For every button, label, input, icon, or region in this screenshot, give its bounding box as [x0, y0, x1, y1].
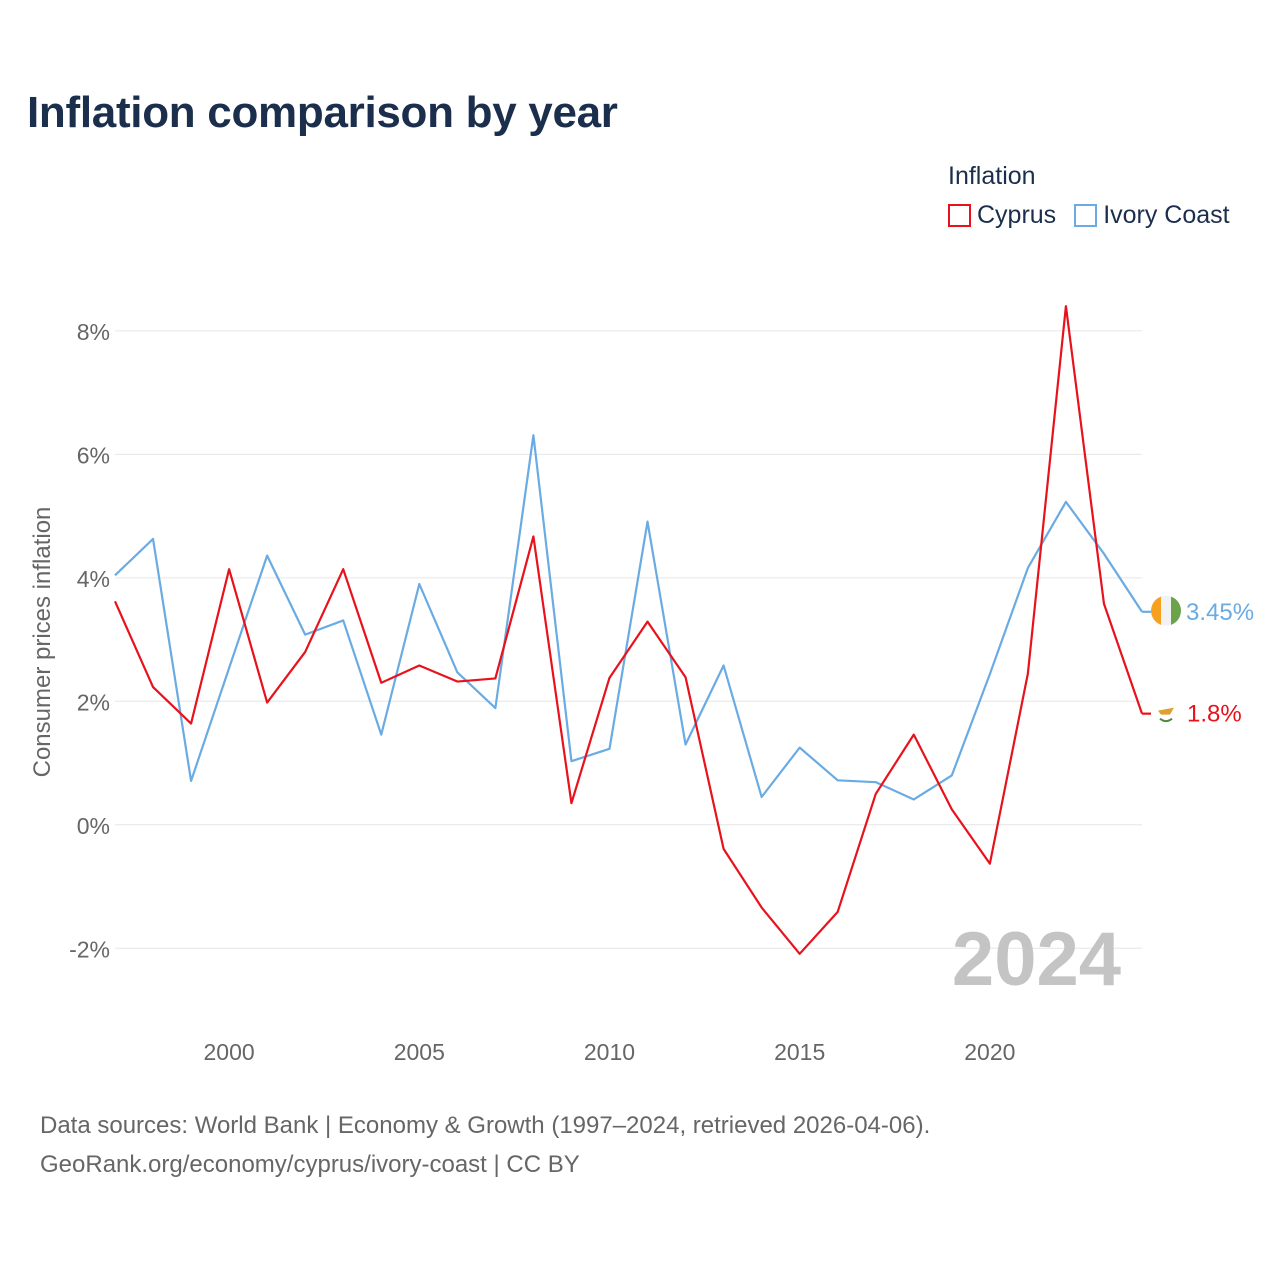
x-tick-label: 2005	[394, 1039, 445, 1065]
legend-swatch-ivory-coast	[1074, 204, 1098, 227]
legend-swatch-cyprus	[948, 204, 971, 227]
x-tick-label: 2015	[774, 1039, 825, 1065]
year-watermark: 2024	[952, 917, 1121, 1002]
legend-title: Inflation	[948, 162, 1036, 190]
source-note: Data sources: World Bank | Economy & Gro…	[40, 1106, 930, 1184]
x-tick-label: 2020	[964, 1039, 1015, 1065]
x-tick-label: 2010	[584, 1039, 635, 1065]
y-tick-label: 2%	[77, 689, 110, 715]
x-tick-label: 2000	[204, 1039, 255, 1065]
page-title: Inflation comparison by year	[27, 88, 618, 137]
y-tick-label: 0%	[77, 813, 110, 839]
legend-item-ivory-coast[interactable]: Ivory Coast	[1074, 201, 1230, 230]
ivory-coast-flag-icon	[1151, 595, 1181, 626]
series-line-ivory-coast	[114, 434, 1143, 801]
end-label-cyprus: 1.8%	[1187, 701, 1242, 728]
y-axis-label: Consumer prices inflation	[29, 507, 56, 778]
source-line-1: Data sources: World Bank | Economy & Gro…	[40, 1112, 931, 1139]
cyprus-flag-icon	[1151, 698, 1181, 729]
legend: Inflation Cyprus Ivory Coast	[948, 162, 1230, 230]
source-line-2: GeoRank.org/economy/cyprus/ivory-coast |…	[40, 1151, 580, 1178]
end-label-ivory-coast: 3.45%	[1186, 599, 1254, 626]
y-tick-label: 8%	[77, 319, 110, 345]
y-tick-label: 4%	[77, 566, 110, 592]
y-tick-label: 6%	[77, 442, 110, 468]
legend-item-cyprus[interactable]: Cyprus	[948, 201, 1056, 230]
legend-label-cyprus: Cyprus	[977, 201, 1057, 229]
series-line-cyprus	[113, 305, 1144, 955]
y-tick-label: -2%	[69, 936, 110, 962]
legend-label-ivory-coast: Ivory Coast	[1103, 201, 1230, 229]
chart: -2% 0% 2% 4% 6% 8% 2000 2005 2010 2015 2020 Consume…	[29, 305, 1254, 1065]
